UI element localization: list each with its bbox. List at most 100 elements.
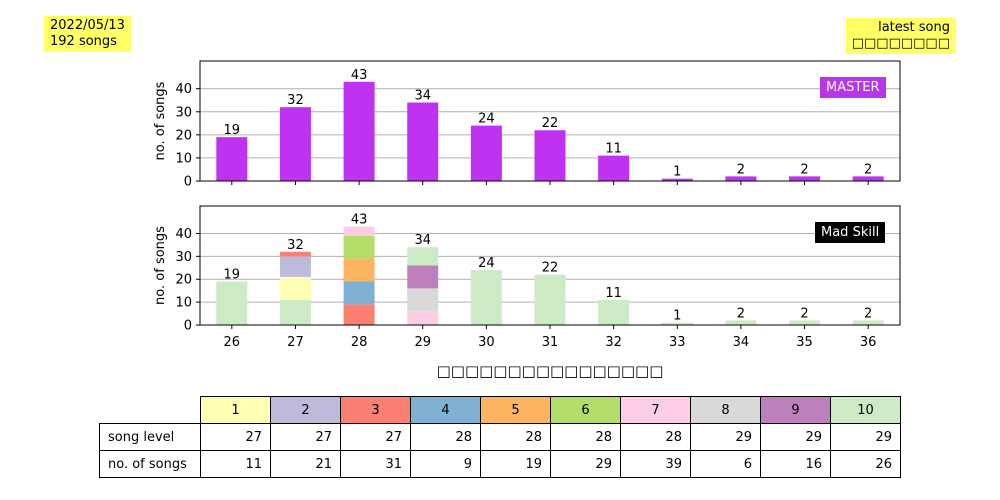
bar [216,137,248,181]
x-tick-label: 29 [414,335,431,350]
y-tick-label: 20 [175,128,192,143]
level-header-6: 6 [550,396,621,424]
data-label: 22 [542,116,559,131]
bar-segment [725,320,757,325]
level-header-2: 2 [270,396,341,424]
data-label: 2 [737,306,745,321]
data-label: 32 [287,238,304,253]
y-tick-label: 30 [175,250,192,265]
level-header-4: 4 [410,396,481,424]
song-count-cell: 19 [480,450,551,478]
y-tick-label: 10 [175,151,192,166]
data-label: 43 [351,213,368,228]
bar-segment [534,274,566,325]
level-table-songs-row: no. of songs 11 21 31 9 19 29 39 6 16 26 [99,450,901,478]
bar-segment [407,288,439,312]
row-label-song-level: song level [99,423,201,451]
data-label: 11 [605,142,622,157]
song-count-cell: 16 [760,450,831,478]
latest-song-box: latest song □□□□□□□□ [845,18,956,54]
master-tag: MASTER [820,77,886,98]
song-level-cell: 28 [480,423,551,451]
level-header-1: 1 [200,396,271,424]
bar-segment [343,281,375,305]
x-tick-label: 31 [542,335,559,350]
bar [789,176,821,181]
plot-frame [199,60,901,182]
song-count-cell: 39 [620,450,691,478]
data-label: 24 [478,112,495,127]
x-tick-label: 28 [351,335,368,350]
x-tick-label: 35 [796,335,813,350]
y-tick-label: 0 [184,319,192,334]
data-label: 1 [673,165,681,180]
latest-song-title: □□□□□□□□ [851,36,950,51]
bar-segment [598,299,630,325]
x-tick-label: 26 [224,335,241,350]
bar-segment [216,281,248,325]
data-label: 34 [414,233,431,248]
level-header-10: 10 [830,396,901,424]
y-tick-label: 10 [175,296,192,311]
y-tick-label: 30 [175,105,192,120]
song-level-cell: 29 [690,423,761,451]
song-level-cell: 27 [200,423,271,451]
song-count-cell: 9 [410,450,481,478]
bar-segment [470,270,502,325]
level-header-7: 7 [620,396,691,424]
data-label: 2 [800,162,808,177]
y-tick-label: 0 [184,175,192,190]
info-box: 2022/05/13 192 songs [44,16,131,52]
bar-segment [407,311,439,325]
x-tick-label: 34 [733,335,750,350]
bar-segment [279,256,311,277]
y-tick-label: 20 [175,273,192,288]
bar [852,176,884,181]
x-tick-label: 27 [287,335,304,350]
bar [407,102,439,181]
bar-segment [279,299,311,325]
bar-segment [661,322,693,325]
y-tick-label: 40 [175,82,192,97]
data-label: 32 [287,93,304,108]
data-label: 19 [224,268,241,283]
song-count-cell: 11 [200,450,271,478]
bar [279,107,311,181]
x-axis-label: □□□□□□□□□□□□□□□□ [436,362,664,380]
bar-segment [407,247,439,266]
x-tick-label: 30 [478,335,495,350]
bar [725,176,757,181]
data-label: 2 [737,162,745,177]
data-label: 43 [351,68,368,83]
data-label: 2 [864,306,872,321]
song-level-cell: 29 [830,423,901,451]
row-label-no-of-songs: no. of songs [99,450,201,478]
song-count-label: 192 songs [50,34,117,49]
song-level-cell: 28 [620,423,691,451]
song-level-cell: 27 [270,423,341,451]
song-level-cell: 29 [760,423,831,451]
y-axis-label: no. of songs [153,81,168,160]
song-count-cell: 31 [340,450,411,478]
bar-segment [789,320,821,325]
bar [598,155,630,181]
level-table-corner [100,397,201,424]
level-header-8: 8 [690,396,761,424]
song-count-cell: 21 [270,450,341,478]
bar [470,125,502,181]
x-tick-label: 32 [605,335,622,350]
data-label: 11 [605,286,622,301]
data-label: 2 [864,162,872,177]
song-count-cell: 29 [550,450,621,478]
latest-song-label: latest song [878,20,950,35]
data-label: 22 [542,261,559,276]
x-tick-label: 33 [669,335,686,350]
level-table-header-row: 1 2 3 4 5 6 7 8 9 10 [100,396,901,424]
level-header-5: 5 [480,396,551,424]
bar [661,178,693,181]
data-label: 19 [224,123,241,138]
bar-segment [343,304,375,325]
song-level-cell: 28 [550,423,621,451]
data-label: 2 [800,306,808,321]
